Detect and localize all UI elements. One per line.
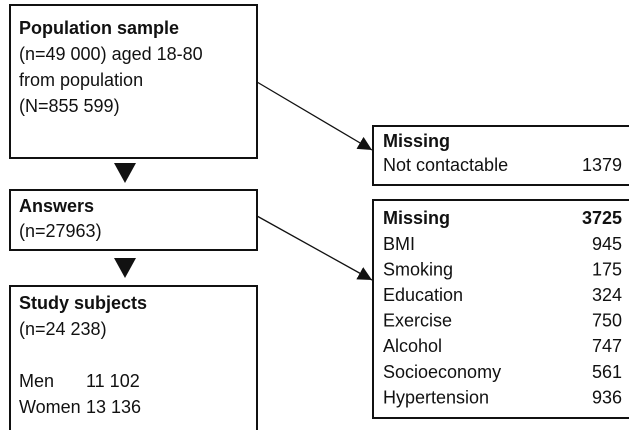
row-value: 561	[592, 362, 622, 382]
box-line: from population	[19, 70, 143, 90]
study-box	[9, 285, 258, 430]
row-value: 936	[592, 387, 622, 407]
row-value: 175	[592, 259, 622, 279]
box-title: Missing	[383, 208, 450, 228]
row-label: Hypertension	[383, 387, 489, 407]
row-value: 324	[592, 285, 622, 305]
box-title: Answers	[19, 196, 94, 216]
row-label: Alcohol	[383, 336, 442, 356]
row-value: 750	[592, 311, 622, 331]
box-line: (n=49 000) aged 18-80	[19, 44, 203, 64]
box-line: (n=27963)	[19, 221, 102, 241]
box-line: (n=24 238)	[19, 319, 107, 339]
box-line: (N=855 599)	[19, 96, 120, 116]
row-label: Men	[19, 371, 54, 391]
population-box	[9, 4, 258, 159]
connector-arrow	[256, 81, 373, 151]
answers-box	[9, 189, 258, 251]
missing-rows: BMI 945 Smoking 175 Education 324 Exercise 750 A…	[383, 234, 622, 408]
missing-data-box	[372, 199, 629, 419]
connector-arrow	[256, 215, 373, 281]
box-title: Study subjects	[19, 293, 147, 313]
row-value: 747	[592, 336, 622, 356]
row-value: 11 102	[86, 371, 140, 391]
row-label: Smoking	[383, 259, 453, 279]
row-value: 13 136	[86, 397, 141, 417]
missing-contact-box	[372, 125, 629, 186]
total-value: 3725	[582, 208, 622, 228]
box-title: Missing	[383, 131, 450, 151]
row-value: 1379	[582, 155, 622, 175]
row-label: Not contactable	[383, 155, 508, 175]
down-arrow	[114, 258, 136, 278]
row-label: Socioeconomy	[383, 362, 501, 382]
row-label: BMI	[383, 234, 415, 254]
down-arrow	[114, 163, 136, 183]
row-label: Education	[383, 285, 463, 305]
row-label: Exercise	[383, 311, 452, 331]
row-value: 945	[592, 234, 622, 254]
row-label: Women	[19, 397, 81, 417]
box-title: Population sample	[19, 18, 179, 38]
